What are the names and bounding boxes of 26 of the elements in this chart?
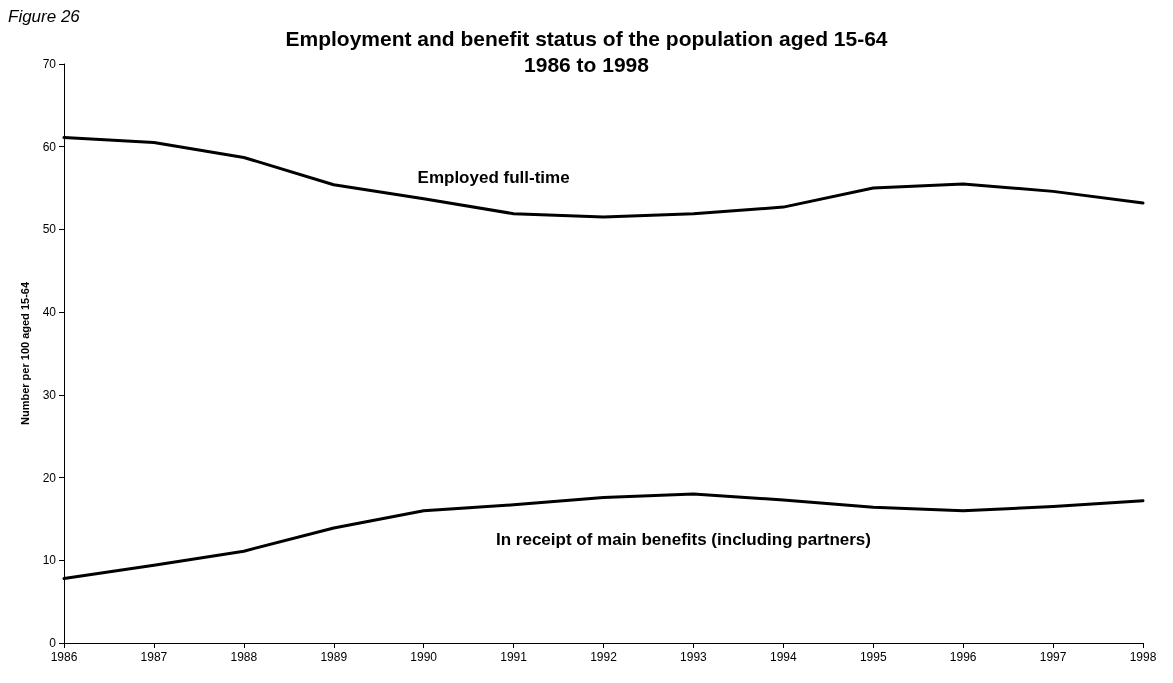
y-tick-label: 50 (42, 222, 57, 237)
x-tick-label: 1993 (680, 650, 708, 664)
caption: Figure 26 (8, 7, 81, 26)
x-tick-label: 1991 (500, 650, 528, 664)
x-tick-label: 1989 (320, 650, 348, 664)
chart-title: Employment and benefit status of the population aged 15-64 1986 to 1998 (285, 26, 888, 76)
x-tick-label: 1994 (769, 650, 797, 664)
x-tick-label: 1998 (1129, 650, 1157, 664)
y-tick-label: 10 (42, 553, 57, 568)
x-tick-label: 1987 (140, 650, 168, 664)
x-tick-label: 1992 (590, 650, 618, 664)
x-tick-label: 1996 (949, 650, 977, 664)
y-tick-label: 20 (42, 470, 57, 485)
y-tick-label: 0 (49, 636, 57, 650)
x-tick-label: 1988 (230, 650, 258, 664)
y-tick-label: 40 (42, 305, 57, 320)
x-tick-label: 1990 (410, 650, 438, 664)
x-tick-label: 1986 (50, 650, 78, 664)
y-tick-label: 30 (42, 387, 57, 402)
series-label: In receipt of main benefits (including partners) (496, 530, 871, 550)
x-tick-label: 1997 (1039, 650, 1067, 664)
series-label: Employed full-time (417, 167, 570, 187)
y-tick-label: 70 (42, 57, 57, 71)
y-axis-title: Number per 100 aged 15-64 (18, 281, 31, 426)
x-tick-label: 1995 (859, 650, 887, 664)
y-tick-label: 60 (42, 139, 57, 154)
